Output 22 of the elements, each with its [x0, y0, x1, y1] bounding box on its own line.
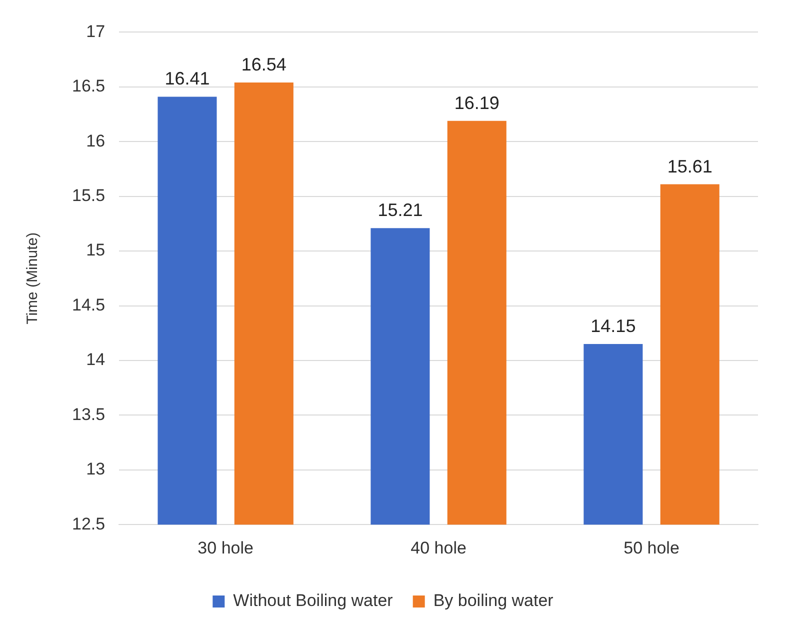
- data-label: 15.61: [667, 156, 712, 176]
- y-tick-label: 16: [86, 131, 106, 150]
- y-tick-label: 13: [86, 460, 106, 479]
- data-label: 16.19: [454, 92, 500, 113]
- data-label: 16.41: [164, 68, 210, 89]
- y-tick-label: 14: [86, 350, 106, 370]
- y-tick-label: 15.5: [72, 186, 106, 206]
- data-label: 16.54: [241, 54, 286, 75]
- y-tick-label: 15: [86, 240, 106, 260]
- y-tick-label: 12.5: [72, 514, 106, 534]
- legend-label: Without Boiling water: [233, 591, 394, 610]
- x-tick-label: 40 hole: [410, 538, 466, 558]
- y-axis-title: Time (Minute): [24, 232, 42, 324]
- data-label: 15.21: [378, 200, 423, 220]
- legend-label: By boiling water: [433, 591, 554, 610]
- x-tick-label: 30 hole: [198, 538, 254, 558]
- y-tick-label: 13.5: [72, 404, 106, 424]
- data-label: 14.15: [590, 316, 636, 336]
- y-tick-label: 17: [86, 22, 106, 41]
- y-tick-label: 16.5: [72, 76, 106, 96]
- x-tick-label: 50 hole: [624, 538, 680, 558]
- y-tick-label: 14.5: [72, 295, 106, 314]
